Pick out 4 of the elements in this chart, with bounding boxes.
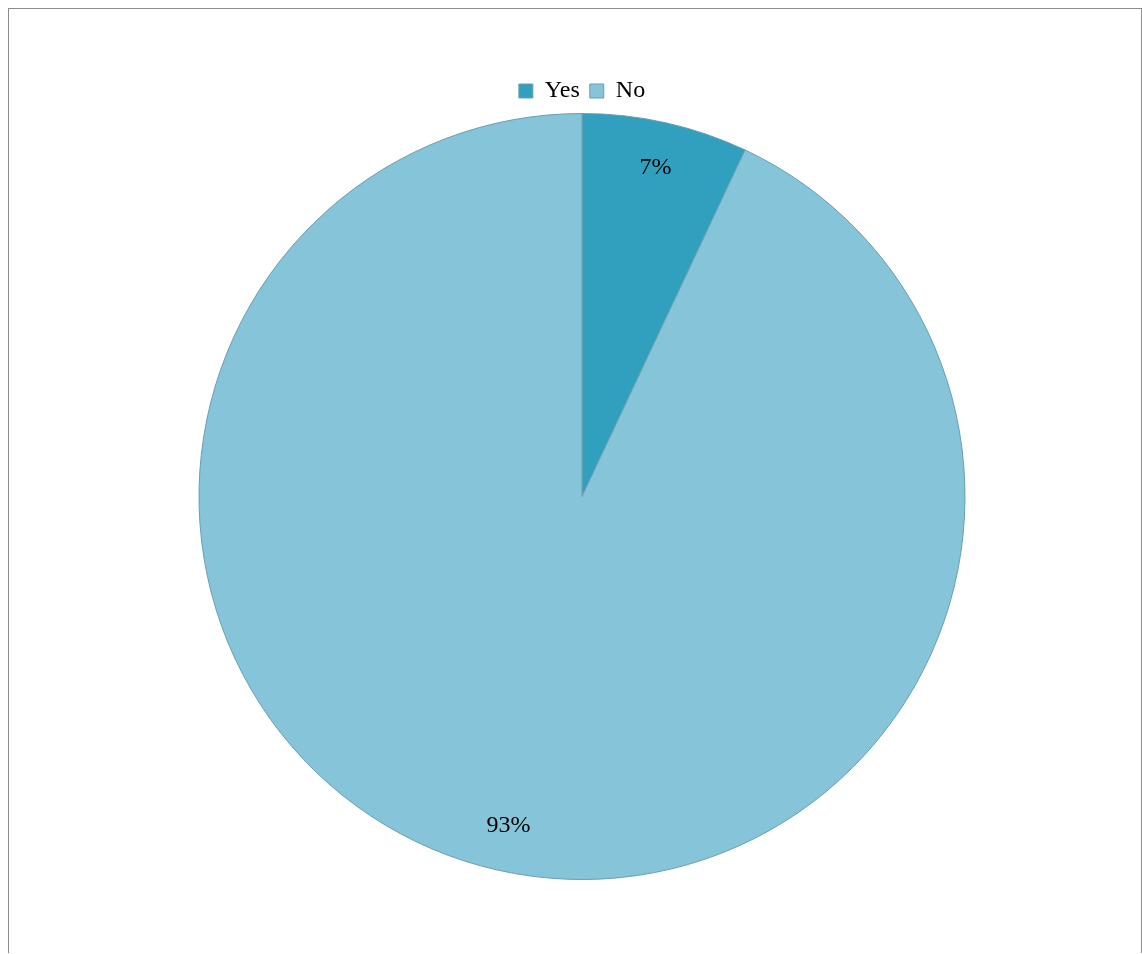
data-label: 93% <box>486 810 531 837</box>
legend-label: No <box>615 76 646 103</box>
legend-label: Yes <box>544 76 580 103</box>
data-label: 7% <box>639 152 672 179</box>
